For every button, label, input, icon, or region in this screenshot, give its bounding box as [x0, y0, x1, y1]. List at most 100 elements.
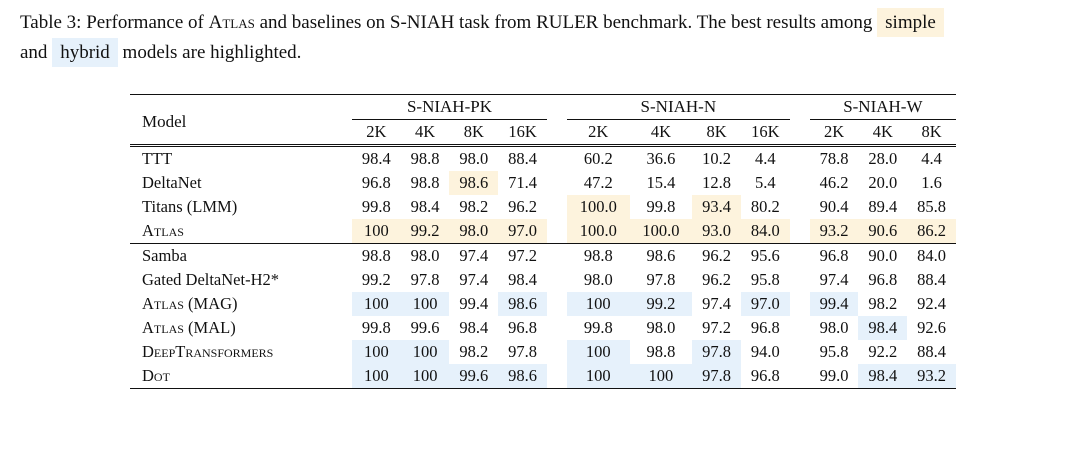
caption-part3: and: [20, 42, 53, 63]
model-name: DeepTransformers: [142, 342, 274, 361]
column-header: 8K: [706, 122, 727, 141]
value-cell: 93.0: [692, 219, 741, 244]
value-cell: 96.2: [692, 243, 741, 268]
value-cell: 100.0: [629, 219, 693, 244]
table-row: Atlas (MAL) 99.8 99.6 98.4 96.8 99.8 98.0 97.2 9…: [130, 316, 956, 340]
group-header-n: S-NIAH-N: [566, 94, 790, 120]
value-cell: 1.6: [921, 173, 942, 192]
value-cell: 100: [566, 340, 630, 364]
table-row: Gated DeltaNet-H2* 99.2 97.8 97.4 98.4 98.0 97…: [130, 268, 956, 292]
caption-atlas: Atlas: [208, 12, 255, 33]
value-cell: 96.8: [508, 318, 537, 337]
value-cell: 60.2: [583, 149, 613, 168]
column-header: 4K: [415, 122, 436, 141]
model-name: Atlas (MAG): [142, 294, 238, 313]
column-header-row: 2K 4K 8K 16K 2K 4K 8K 16K 2K 4K 8K: [130, 120, 956, 146]
value-cell: 100: [400, 340, 450, 364]
value-cell: 98.8: [646, 342, 676, 361]
value-cell: 90.6: [858, 219, 908, 244]
value-cell: 97.8: [646, 270, 676, 289]
value-cell: 90.4: [819, 197, 849, 216]
caption-simple-highlight: simple: [877, 8, 944, 37]
value-cell: 100.0: [566, 195, 630, 219]
value-cell: 98.2: [459, 197, 489, 216]
value-cell: 97.8: [508, 342, 537, 361]
column-header: 8K: [921, 122, 942, 141]
value-cell: 99.4: [459, 294, 489, 313]
value-cell: 97.2: [498, 243, 547, 268]
value-cell: 93.4: [692, 195, 741, 219]
model-name: Gated DeltaNet-H2*: [142, 270, 279, 289]
value-cell: 97.0: [740, 292, 790, 316]
value-cell: 99.4: [809, 292, 859, 316]
value-cell: 97.8: [692, 364, 741, 389]
value-cell: 100: [400, 364, 450, 389]
caption-part1: Table 3: Performance of: [20, 12, 209, 33]
value-cell: 98.0: [449, 219, 499, 244]
value-cell: 99.8: [361, 318, 391, 337]
value-cell: 98.4: [361, 149, 391, 168]
value-cell: 98.4: [858, 316, 908, 340]
value-cell: 98.6: [498, 292, 547, 316]
group-header-row: Model S-NIAH-PK S-NIAH-N S-NIAH-W: [130, 94, 956, 131]
value-cell: 99.8: [583, 318, 613, 337]
value-cell: 100: [629, 364, 693, 389]
value-cell: 96.8: [809, 243, 859, 268]
group-header-pk: S-NIAH-PK: [352, 94, 547, 120]
caption-hybrid-highlight: hybrid: [52, 38, 118, 67]
value-cell: 95.6: [740, 243, 790, 268]
group-header-w: S-NIAH-W: [809, 94, 956, 120]
column-header: 2K: [824, 122, 845, 141]
value-cell: 28.0: [868, 149, 898, 168]
value-cell: 98.4: [459, 318, 489, 337]
value-cell: 90.0: [858, 243, 908, 268]
value-cell: 97.8: [692, 340, 741, 364]
value-cell: 93.2: [907, 364, 956, 389]
value-cell: 92.6: [917, 318, 947, 337]
column-header: 4K: [872, 122, 893, 141]
model-header: Model: [142, 111, 187, 131]
column-header: 2K: [588, 122, 609, 141]
table-row: DeltaNet 96.8 98.8 98.6 71.4 47.2 15.4 12.8 5.4 4…: [130, 171, 956, 195]
value-cell: 96.2: [508, 197, 537, 216]
value-cell: 98.4: [508, 270, 537, 289]
value-cell: 99.6: [410, 318, 440, 337]
value-cell: 98.6: [498, 364, 547, 389]
caption-part2: and baselines on S-NIAH task from RULER …: [254, 12, 878, 33]
value-cell: 98.6: [449, 171, 499, 195]
value-cell: 98.0: [583, 270, 613, 289]
value-cell: 4.4: [921, 149, 942, 168]
value-cell: 95.8: [750, 270, 780, 289]
value-cell: 98.0: [459, 149, 489, 168]
value-cell: 99.8: [646, 197, 676, 216]
value-cell: 98.8: [410, 149, 440, 168]
table-row: DeepTransformers 100 100 98.2 97.8 100 98.8 97.…: [130, 340, 956, 364]
value-cell: 94.0: [750, 342, 780, 361]
value-cell: 46.2: [819, 173, 849, 192]
table-row: Dot 100 100 99.6 98.6 100 100 97.8 96.8 99.0 98.4 9…: [130, 364, 956, 389]
value-cell: 97.4: [819, 270, 849, 289]
value-cell: 97.2: [702, 318, 732, 337]
value-cell: 36.6: [646, 149, 676, 168]
value-cell: 96.8: [750, 318, 780, 337]
value-cell: 98.8: [410, 173, 440, 192]
value-cell: 80.2: [750, 197, 780, 216]
table-body: TTT 98.4 98.8 98.0 88.4 60.2 36.6 10.2 4.4 78.8 28…: [130, 145, 956, 389]
table-row: Samba 98.8 98.0 97.4 97.2 98.8 98.6 96.2 95.6 96.…: [130, 243, 956, 268]
value-cell: 100: [566, 364, 630, 389]
model-name: Atlas (MAL): [142, 318, 236, 337]
value-cell: 98.8: [566, 243, 630, 268]
value-cell: 92.4: [917, 294, 947, 313]
value-cell: 88.4: [508, 149, 537, 168]
value-cell: 92.2: [868, 342, 898, 361]
value-cell: 85.8: [917, 197, 947, 216]
value-cell: 71.4: [508, 173, 537, 192]
table-caption: Table 3: Performance of Atlas and baseli…: [20, 8, 1066, 68]
value-cell: 10.2: [702, 149, 732, 168]
value-cell: 98.6: [629, 243, 693, 268]
value-cell: 100: [566, 292, 630, 316]
value-cell: 100.0: [566, 219, 630, 244]
column-header: 4K: [650, 122, 671, 141]
value-cell: 4.4: [755, 149, 776, 168]
model-name: Samba: [130, 243, 332, 268]
